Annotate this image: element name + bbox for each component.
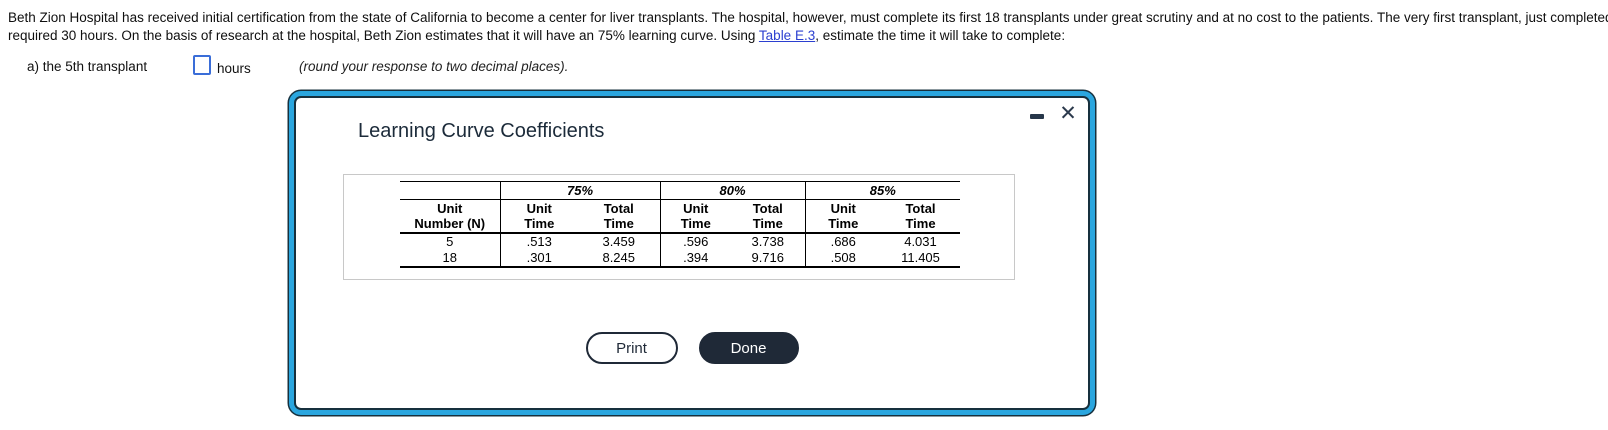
question-line-2: required 30 hours. On the basis of resea…	[8, 27, 1602, 45]
answer-input[interactable]	[193, 55, 211, 75]
cell-85-unit: .508	[804, 249, 881, 268]
cell-n: 5	[446, 234, 454, 249]
col-header-85-total-time: Total Time	[881, 199, 960, 234]
close-icon[interactable]: ✕	[1059, 102, 1077, 125]
part-a-label: a) the 5th transplant	[27, 59, 148, 74]
col-header-75-total-time: Total Time	[578, 199, 660, 234]
minimize-icon[interactable]	[1030, 114, 1044, 119]
modal-title: Learning Curve Coefficients	[358, 120, 605, 142]
table-panel: 75% 80% 85% Unit Number (N) Unit Time Tota…	[343, 174, 1015, 280]
question-line-1: Beth Zion Hospital has received initial …	[8, 10, 1608, 25]
col-header-unit-number: Unit Number (N)	[400, 199, 500, 234]
group-header-80: 80%	[659, 181, 805, 200]
table-row: 18 .301 8.245 .394 9.716 .508 11.405	[400, 249, 960, 268]
question-line-2-text: required 30 hours. On the basis of resea…	[8, 28, 759, 43]
question-text: Beth Zion Hospital has received initial …	[8, 9, 1608, 45]
cell-80-unit: .596	[659, 232, 731, 250]
cell-85-unit: .686	[804, 232, 881, 250]
cell-80-total: 3.738	[751, 234, 785, 249]
rounding-note: (round your response to two decimal plac…	[299, 59, 569, 74]
cell-75-unit: .301	[499, 249, 578, 268]
cell-75-total: 8.245	[578, 249, 660, 268]
hours-label: hours	[217, 61, 251, 76]
col-header-80-total-time: Total Time	[731, 199, 805, 234]
group-header-85: 85%	[804, 181, 960, 200]
group-header-75: 75%	[499, 181, 660, 200]
done-button[interactable]: Done	[698, 332, 799, 364]
table-row: 5 .513 3.459 .596 3.738 .686 4.031	[400, 232, 960, 250]
table-column-header-row: Unit Number (N) Unit Time Total Time Unit Ti…	[400, 199, 960, 234]
col-header-85-unit-time: Unit Time	[804, 199, 881, 234]
col-header-80-unit-time: Unit Time	[659, 199, 731, 234]
cell-85-total: 4.031	[904, 234, 937, 249]
cell-85-total: 11.405	[881, 249, 960, 268]
print-button[interactable]: Print	[585, 332, 678, 364]
question-line-2-tail: , estimate the time it will take to comp…	[815, 28, 1066, 43]
cell-75-total: 3.459	[602, 234, 636, 249]
learning-curve-table: 75% 80% 85% Unit Number (N) Unit Time Tota…	[400, 181, 960, 268]
cell-75-unit: .513	[499, 232, 578, 250]
col-header-75-unit-time: Unit Time	[499, 199, 578, 234]
cell-80-total: 9.716	[731, 249, 805, 268]
table-percent-header-row: 75% 80% 85%	[400, 181, 960, 200]
cell-80-unit: .394	[659, 249, 731, 268]
cell-n: 18	[400, 249, 500, 268]
table-corner-cell	[400, 181, 500, 200]
modal-button-bar: Print Done	[296, 332, 1088, 364]
learning-curve-modal: Learning Curve Coefficients ✕ 75% 80% 85…	[294, 96, 1090, 410]
table-e3-link[interactable]: Table E.3	[758, 28, 816, 43]
